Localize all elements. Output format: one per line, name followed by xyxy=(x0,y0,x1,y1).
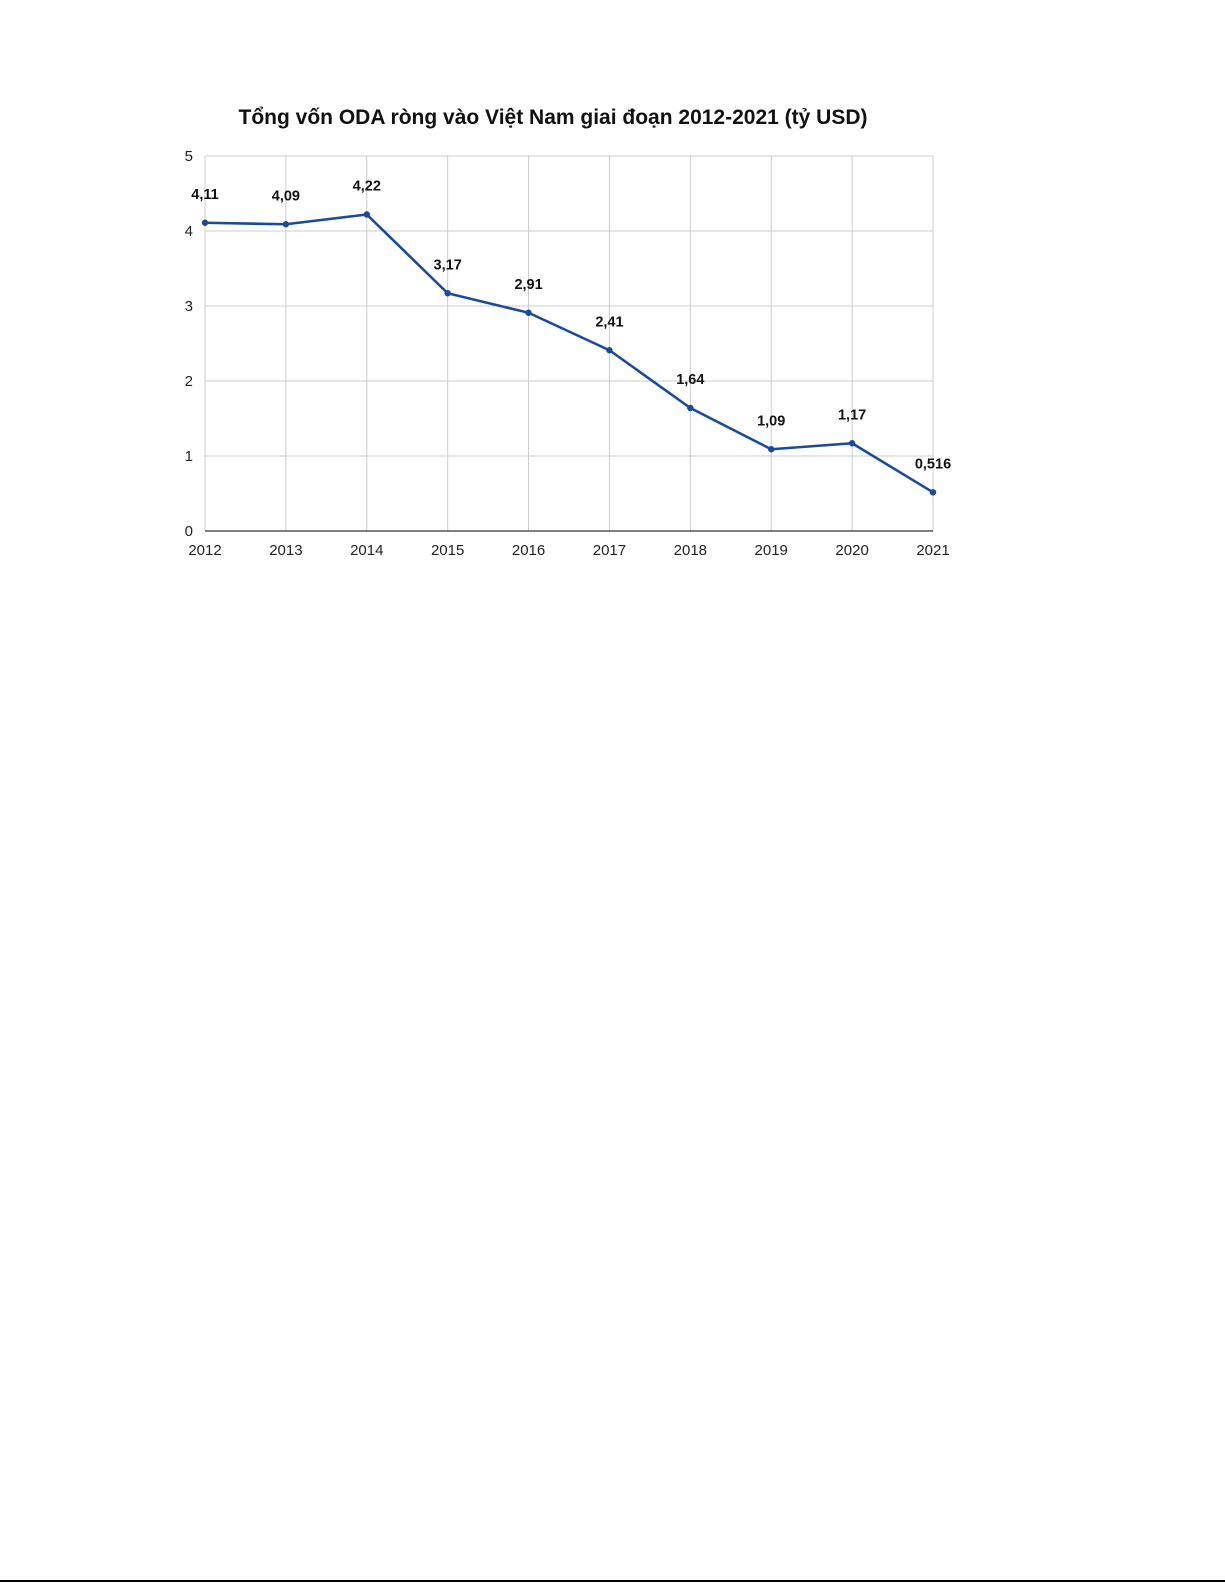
x-tick-label: 2021 xyxy=(916,542,949,559)
data-label: 1,64 xyxy=(676,372,704,388)
series-layer xyxy=(201,211,937,496)
data-label: 1,17 xyxy=(838,407,866,423)
data-labels: 4,11 4,09 4,22 3,17 2,91 2,41 1,64 1,09 1,17 0,51… xyxy=(191,179,951,473)
data-point xyxy=(201,219,209,226)
x-tick-label: 2012 xyxy=(188,542,221,559)
x-axis-tick-labels: 2012 2013 2014 2015 2016 2017 2018 2019 2020 2021 xyxy=(188,542,949,559)
data-point xyxy=(363,211,370,218)
x-tick-label: 2020 xyxy=(835,542,868,559)
data-point xyxy=(768,446,775,453)
page-bottom-rule xyxy=(0,1580,1225,1582)
x-tick-label: 2019 xyxy=(755,542,788,559)
data-label: 1,09 xyxy=(757,413,785,429)
data-label: 4,11 xyxy=(191,187,218,203)
y-tick-label: 5 xyxy=(185,148,193,165)
x-tick-label: 2013 xyxy=(269,542,302,559)
data-point xyxy=(282,221,290,228)
data-point xyxy=(687,404,694,412)
data-point xyxy=(848,440,856,447)
chart-title: Tổng vốn ODA ròng vào Việt Nam giai đoạn… xyxy=(239,106,868,129)
x-tick-label: 2018 xyxy=(674,542,707,559)
data-label: 2,91 xyxy=(514,277,542,293)
x-tick-label: 2015 xyxy=(431,542,464,559)
data-point xyxy=(929,489,937,496)
y-tick-label: 3 xyxy=(185,298,193,315)
gridlines xyxy=(204,155,934,531)
data-point xyxy=(444,290,451,297)
x-tick-label: 2017 xyxy=(593,542,626,559)
y-tick-label: 1 xyxy=(185,448,193,465)
data-label: 4,09 xyxy=(272,188,300,204)
data-label: 3,17 xyxy=(434,257,462,273)
line-chart: Tổng vốn ODA ròng vào Việt Nam giai đoạn… xyxy=(185,106,951,559)
x-tick-label: 2014 xyxy=(350,542,383,559)
data-point xyxy=(525,309,532,316)
y-tick-label: 0 xyxy=(185,523,193,540)
x-tick-label: 2016 xyxy=(512,542,545,559)
series-line xyxy=(203,213,935,494)
data-label: 2,41 xyxy=(595,314,623,330)
data-label: 0,516 xyxy=(915,456,951,472)
data-label: 4,22 xyxy=(353,179,381,195)
y-axis-tick-labels: 0 1 2 3 4 5 xyxy=(185,148,193,540)
data-point xyxy=(606,347,613,354)
y-tick-label: 4 xyxy=(185,223,193,240)
y-tick-label: 2 xyxy=(185,373,193,390)
